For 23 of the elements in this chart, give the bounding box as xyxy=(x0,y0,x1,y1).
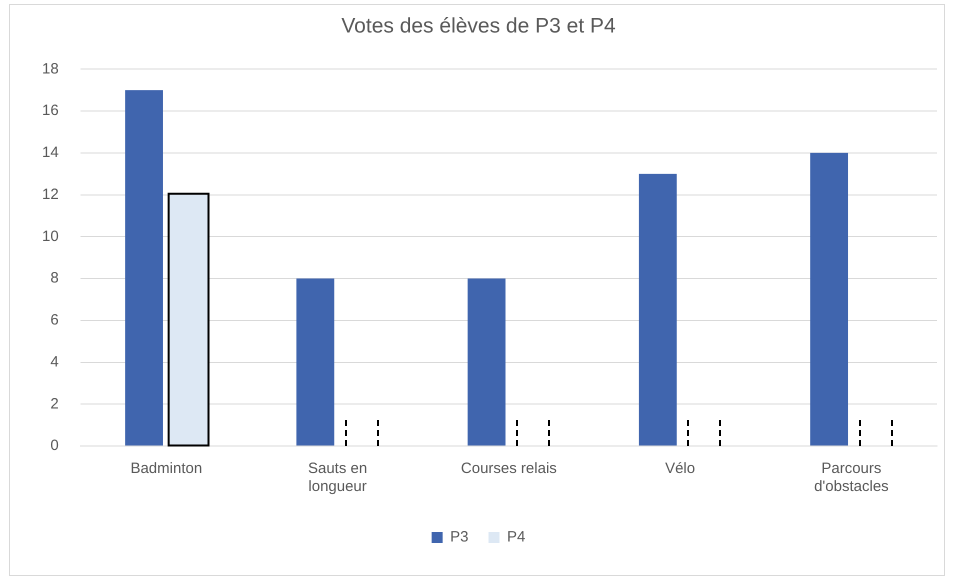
x-tick-label: Parcours d'obstacles xyxy=(814,460,889,496)
y-tick-label: 18 xyxy=(42,60,59,78)
y-tick-label: 6 xyxy=(50,312,59,329)
x-tick-label: Courses relais xyxy=(460,460,557,478)
x-tick-label: Vélo xyxy=(665,460,696,478)
legend-label: P4 xyxy=(507,528,526,546)
y-tick-label: 16 xyxy=(42,102,59,120)
bar xyxy=(638,174,677,446)
y-tick-label: 2 xyxy=(50,395,59,412)
bar xyxy=(810,152,848,446)
y-tick-label: 14 xyxy=(42,144,59,162)
bar xyxy=(468,278,506,446)
y-tick-label: 4 xyxy=(50,353,59,370)
y-tick-label: 8 xyxy=(50,270,59,287)
bar xyxy=(125,90,163,446)
x-tick-label: Badminton xyxy=(130,460,202,478)
y-tick-label: 12 xyxy=(42,186,59,203)
bar xyxy=(296,278,334,446)
x-tick-label: Sauts en longueur xyxy=(308,460,368,496)
chart-title: Votes des élèves de P3 et P4 xyxy=(341,14,616,38)
legend-label: P3 xyxy=(450,528,469,546)
y-tick-label: 10 xyxy=(42,228,59,245)
y-tick-label: 0 xyxy=(50,437,59,454)
